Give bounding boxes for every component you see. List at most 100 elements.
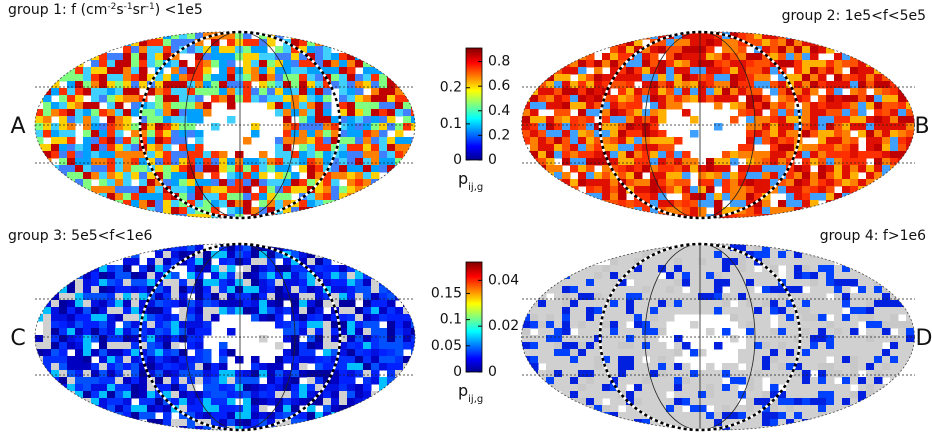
map-cell bbox=[650, 265, 659, 273]
map-cell bbox=[315, 286, 324, 294]
map-cell bbox=[818, 349, 827, 357]
map-cell bbox=[283, 328, 292, 336]
map-cell bbox=[235, 356, 244, 364]
map-cell bbox=[283, 88, 292, 96]
sky-map bbox=[35, 32, 420, 222]
map-cell bbox=[722, 186, 731, 194]
map-cell bbox=[283, 214, 292, 222]
map-cell bbox=[347, 165, 356, 173]
map-cell bbox=[546, 88, 555, 96]
map-cell bbox=[754, 172, 763, 180]
map-cell bbox=[155, 214, 164, 222]
map-cell bbox=[634, 109, 643, 117]
map-cell bbox=[163, 286, 172, 294]
map-cell bbox=[530, 335, 539, 343]
map-cell bbox=[642, 377, 651, 385]
map-cell bbox=[339, 272, 348, 280]
map-cell bbox=[115, 81, 124, 89]
map-cell bbox=[546, 279, 555, 287]
map-cell bbox=[530, 321, 539, 329]
map-cell bbox=[802, 244, 811, 252]
map-cell bbox=[546, 158, 555, 166]
map-cell bbox=[914, 265, 923, 273]
map-cell bbox=[195, 151, 204, 159]
map-cell bbox=[562, 88, 571, 96]
map-cell bbox=[315, 158, 324, 166]
map-cell bbox=[139, 272, 148, 280]
map-cell bbox=[794, 32, 803, 40]
map-cell bbox=[147, 412, 156, 420]
map-cell bbox=[363, 293, 372, 301]
map-cell bbox=[195, 95, 204, 103]
map-cell bbox=[163, 363, 172, 371]
map-cell bbox=[371, 370, 380, 378]
map-cell bbox=[866, 74, 875, 82]
map-cell bbox=[387, 272, 396, 280]
map-cell bbox=[387, 165, 396, 173]
map-cell bbox=[91, 391, 100, 399]
map-cell bbox=[546, 391, 555, 399]
map-cell bbox=[235, 172, 244, 180]
map-cell bbox=[882, 300, 891, 308]
map-cell bbox=[762, 342, 771, 350]
map-cell bbox=[618, 335, 627, 343]
map-cell bbox=[634, 60, 643, 68]
map-cell bbox=[898, 151, 907, 159]
map-cell bbox=[890, 200, 899, 208]
map-cell bbox=[331, 179, 340, 187]
map-cell bbox=[251, 123, 260, 131]
map-cell bbox=[770, 144, 779, 152]
map-cell bbox=[411, 405, 420, 413]
map-cell bbox=[59, 377, 68, 385]
map-cell bbox=[610, 349, 619, 357]
map-cell bbox=[147, 130, 156, 138]
map-cell bbox=[163, 328, 172, 336]
map-cell bbox=[411, 293, 420, 301]
map-cell bbox=[586, 279, 595, 287]
map-cell bbox=[67, 363, 76, 371]
map-cell bbox=[738, 300, 747, 308]
map-cell bbox=[634, 214, 643, 222]
map-cell bbox=[411, 158, 420, 166]
map-cell bbox=[227, 95, 236, 103]
map-cell bbox=[610, 200, 619, 208]
map-cell bbox=[914, 314, 923, 322]
map-cell bbox=[147, 144, 156, 152]
map-cell bbox=[554, 186, 563, 194]
map-cell bbox=[307, 109, 316, 117]
map-cell bbox=[786, 179, 795, 187]
map-cell bbox=[395, 137, 404, 145]
map-cell bbox=[83, 398, 92, 406]
map-cell bbox=[139, 384, 148, 392]
map-cell bbox=[690, 193, 699, 201]
map-cell bbox=[323, 137, 332, 145]
map-cell bbox=[299, 123, 308, 131]
map-cell bbox=[802, 342, 811, 350]
map-cell bbox=[363, 116, 372, 124]
map-cell bbox=[267, 265, 276, 273]
map-cell bbox=[115, 60, 124, 68]
map-cell bbox=[826, 207, 835, 215]
map-cell bbox=[874, 123, 883, 131]
map-cell bbox=[698, 53, 707, 61]
map-cell bbox=[403, 67, 412, 75]
map-cell bbox=[522, 102, 531, 110]
map-cell bbox=[746, 272, 755, 280]
map-cell bbox=[786, 321, 795, 329]
map-cell bbox=[714, 53, 723, 61]
map-cell bbox=[59, 384, 68, 392]
map-cell bbox=[570, 370, 579, 378]
map-cell bbox=[51, 88, 60, 96]
map-cell bbox=[363, 81, 372, 89]
map-cell bbox=[898, 398, 907, 406]
map-cell bbox=[171, 251, 180, 259]
map-cell bbox=[698, 67, 707, 75]
map-cell bbox=[371, 200, 380, 208]
map-cell bbox=[107, 391, 116, 399]
map-cell bbox=[610, 214, 619, 222]
map-cell bbox=[59, 412, 68, 420]
map-cell bbox=[67, 412, 76, 420]
map-cell bbox=[618, 356, 627, 364]
map-cell bbox=[602, 279, 611, 287]
map-cell bbox=[347, 74, 356, 82]
